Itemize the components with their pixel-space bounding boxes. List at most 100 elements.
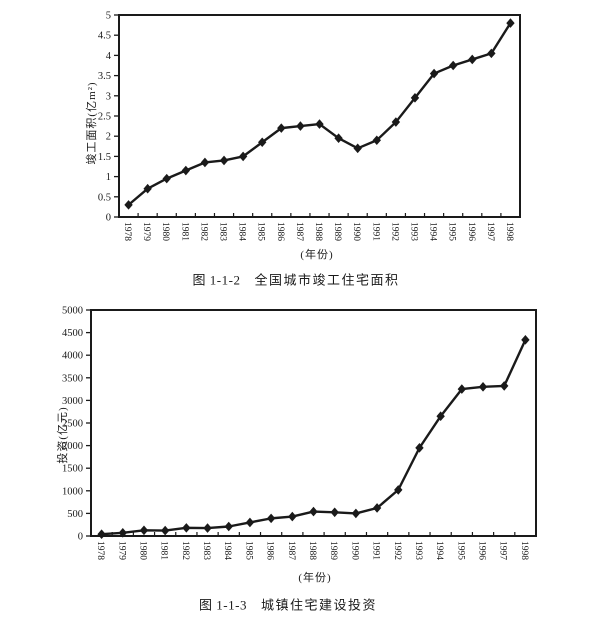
data-point-1989 xyxy=(330,507,339,518)
data-point-1980 xyxy=(139,525,149,536)
y-tick-label: 0 xyxy=(106,213,111,224)
y-axis-title-investment: 投资(亿元) xyxy=(57,406,69,464)
data-point-1990 xyxy=(353,143,362,154)
x-tick-label-1995: 1995 xyxy=(447,222,457,241)
x-tick-label-1991: 1991 xyxy=(370,222,380,241)
data-point-1983 xyxy=(219,155,229,166)
x-tick-label-1986: 1986 xyxy=(265,541,275,560)
x-tick-label-1988: 1988 xyxy=(313,222,323,241)
x-tick-label-1987: 1987 xyxy=(286,541,296,560)
chart-housing-investment: 0 500 1000 1500 2000 2500 3000 3500 4000 4500 5000… xyxy=(62,306,537,560)
data-line xyxy=(100,338,527,536)
figure-title-1: 全国城市竣工住宅面积 xyxy=(254,272,400,288)
data-point-1995 xyxy=(448,60,458,71)
y-tick-label: 5000 xyxy=(62,306,83,317)
data-point-1998 xyxy=(506,18,515,28)
y-tick-label: 500 xyxy=(67,509,83,520)
x-tick-label-1983: 1983 xyxy=(201,541,211,560)
data-point-1981 xyxy=(181,165,191,176)
figure-number-2: 图 1-1-3 xyxy=(199,597,247,613)
x-axis-title-year-1: (年份) xyxy=(300,249,334,261)
x-tick-label-1988: 1988 xyxy=(307,541,317,560)
y-tick-label: 0 xyxy=(78,532,83,543)
x-tick-label-1998: 1998 xyxy=(519,541,529,560)
y-tick-label: 2500 xyxy=(62,419,83,430)
y-tick-label: 2000 xyxy=(62,441,83,452)
y-tick-label: 2.5 xyxy=(98,112,111,123)
y-tick-label: 3.5 xyxy=(98,71,111,82)
x-tick-label-1992: 1992 xyxy=(392,541,402,560)
data-point-1992 xyxy=(391,117,401,127)
x-tick-label-1981: 1981 xyxy=(179,222,189,241)
data-point-1997 xyxy=(487,48,496,59)
x-tick-label-1993: 1993 xyxy=(408,222,418,241)
data-point-1984 xyxy=(224,521,233,532)
data-point-1996 xyxy=(468,54,477,65)
y-tick-label: 0.5 xyxy=(98,192,111,203)
y-tick-label: 3500 xyxy=(62,373,83,384)
figure-caption-1: 图 1-1-2 全国城市竣工住宅面积 xyxy=(193,270,400,289)
x-tick-label-1980: 1980 xyxy=(137,541,147,560)
data-point-1983 xyxy=(203,523,212,533)
y-tick-label: 4000 xyxy=(62,351,83,362)
data-point-1985 xyxy=(258,137,267,148)
data-point-1979 xyxy=(143,183,152,194)
figure-caption-2: 图 1-1-3 城镇住宅建设投资 xyxy=(199,595,377,614)
data-point-1986 xyxy=(277,123,286,133)
x-tick-label-1982: 1982 xyxy=(198,222,208,241)
data-point-1982 xyxy=(182,523,191,533)
x-tick-label-1989: 1989 xyxy=(328,541,338,560)
x-tick-label-1994: 1994 xyxy=(428,222,438,241)
x-tick-label-1984: 1984 xyxy=(222,541,232,560)
x-tick-label-1997: 1997 xyxy=(485,222,495,241)
x-tick-label-1980: 1980 xyxy=(160,222,170,241)
x-tick-label-1985: 1985 xyxy=(243,541,253,560)
x-tick-label-1986: 1986 xyxy=(275,222,285,241)
data-point-1979 xyxy=(118,528,127,538)
y-tick-label: 1500 xyxy=(62,464,83,475)
x-tick-label-1992: 1992 xyxy=(389,222,399,241)
y-tick-label: 3 xyxy=(106,91,111,102)
plot-frame xyxy=(118,14,521,218)
data-point-1982 xyxy=(200,157,210,168)
x-axis-title-year-2: (年份) xyxy=(298,572,332,584)
plot-frame xyxy=(90,309,537,537)
x-tick-label-1978: 1978 xyxy=(122,222,132,241)
x-tick-label-1994: 1994 xyxy=(434,541,444,560)
x-tick-label-1989: 1989 xyxy=(332,222,342,241)
data-point-1980 xyxy=(162,173,171,184)
chart-completed-floor-area: 0 0.5 1 1.5 2 2.5 3 3.5 4 4.5 5 1978 1979 1980 1981 198… xyxy=(98,11,521,241)
data-point-1993 xyxy=(415,443,424,453)
x-tick-label-1983: 1983 xyxy=(218,222,228,241)
data-point-1990 xyxy=(351,508,361,519)
y-tick-label: 3000 xyxy=(62,396,83,407)
data-point-1991 xyxy=(372,503,382,513)
x-tick-label-1993: 1993 xyxy=(413,541,423,560)
data-point-1993 xyxy=(410,93,420,103)
x-tick-label-1985: 1985 xyxy=(256,222,266,241)
y-tick-label: 4 xyxy=(106,51,112,62)
y-tick-label: 5 xyxy=(106,11,111,22)
x-tick-label-1981: 1981 xyxy=(159,541,169,560)
data-point-1996 xyxy=(478,382,488,392)
data-point-1987 xyxy=(288,511,297,522)
data-point-1997 xyxy=(500,381,509,391)
y-tick-label: 1 xyxy=(106,172,111,183)
data-point-1991 xyxy=(372,135,381,146)
data-point-1998 xyxy=(521,335,530,345)
data-point-1988 xyxy=(309,506,318,517)
y-tick-label: 1.5 xyxy=(98,152,111,163)
x-tick-label-1990: 1990 xyxy=(349,541,359,560)
data-point-1989 xyxy=(334,133,343,144)
data-point-1986 xyxy=(266,513,276,524)
x-tick-label-1987: 1987 xyxy=(294,222,304,241)
y-tick-label: 2 xyxy=(106,132,111,143)
figure-number-1: 图 1-1-2 xyxy=(192,272,241,288)
y-tick-label: 4500 xyxy=(62,328,83,339)
data-point-1992 xyxy=(394,485,403,495)
x-tick-label-1997: 1997 xyxy=(498,541,508,560)
x-tick-label-1990: 1990 xyxy=(351,222,361,241)
x-tick-label-1991: 1991 xyxy=(371,541,381,560)
y-tick-label: 1000 xyxy=(62,486,83,497)
